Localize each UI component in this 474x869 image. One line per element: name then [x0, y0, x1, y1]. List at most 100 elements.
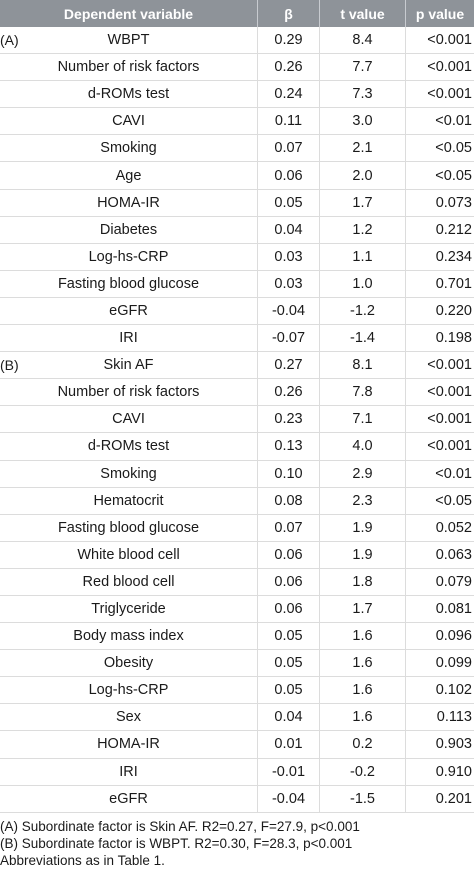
cell-t-value: 1.6: [320, 623, 406, 650]
cell-p-value: 0.701: [435, 275, 472, 292]
cell-t-value: 2.1: [320, 135, 406, 162]
variable-name: Skin AF: [103, 357, 154, 374]
cell-p-value: <0.001: [427, 86, 472, 103]
cell-p-value: 0.212: [435, 221, 472, 238]
group-label: (A): [0, 32, 19, 49]
cell-beta: 0.06: [258, 162, 320, 189]
table-footnotes: (A) Subordinate factor is Skin AF. R2=0.…: [0, 818, 474, 869]
variable-name: Triglyceride: [91, 601, 166, 618]
table-header: Dependent variable β t value p value: [0, 0, 474, 27]
cell-variable: Smoking: [0, 135, 258, 162]
cell-p-value: 0.052: [435, 519, 472, 536]
cell-p-value: <0.001: [427, 357, 472, 374]
cell-beta: 0.23: [258, 406, 320, 433]
cell-variable: Fasting blood glucose: [0, 514, 258, 541]
cell-beta: 0.05: [258, 650, 320, 677]
table-row: CAVI 0.23 7.1 <0.001: [0, 406, 474, 434]
cell-p-value: 0.063: [435, 546, 472, 563]
group-label: (B): [0, 357, 19, 374]
header-dependent-variable: Dependent variable: [0, 0, 258, 27]
cell-p-value: 0.903: [435, 736, 472, 753]
variable-name: Log-hs-CRP: [88, 248, 169, 265]
cell-beta: 0.05: [258, 623, 320, 650]
cell-beta: -0.01: [258, 758, 320, 785]
variable-name: Fasting blood glucose: [57, 275, 200, 292]
cell-p-value: <0.001: [427, 411, 472, 428]
cell-p-value: 0.198: [435, 330, 472, 347]
cell-beta: -0.04: [258, 785, 320, 812]
cell-beta: 0.26: [258, 54, 320, 81]
cell-p-value: <0.01: [435, 465, 472, 482]
table-row: d-ROMs test 0.24 7.3 <0.001: [0, 81, 474, 109]
variable-name: Obesity: [103, 655, 154, 672]
cell-beta: 0.08: [258, 487, 320, 514]
regression-table: Dependent variable β t value p value (A)…: [0, 0, 474, 813]
table-row: HOMA-IR 0.01 0.2 0.903: [0, 731, 474, 759]
table-row: Obesity 0.05 1.6 0.099: [0, 650, 474, 678]
variable-name: Age: [115, 167, 142, 184]
cell-t-value: -1.5: [320, 785, 406, 812]
table-row: d-ROMs test 0.13 4.0 <0.001: [0, 433, 474, 461]
cell-variable: Hematocrit: [0, 487, 258, 514]
cell-t-value: 1.0: [320, 270, 406, 297]
cell-t-value: -0.2: [320, 758, 406, 785]
cell-t-value: 8.1: [320, 352, 406, 379]
cell-variable: Log-hs-CRP: [0, 243, 258, 270]
variable-name: IRI: [119, 763, 138, 780]
cell-p-value: 0.073: [435, 194, 472, 211]
cell-t-value: -1.4: [320, 325, 406, 352]
cell-t-value: 7.1: [320, 406, 406, 433]
cell-t-value: 7.7: [320, 54, 406, 81]
cell-t-value: 1.9: [320, 514, 406, 541]
cell-beta: 0.07: [258, 514, 320, 541]
cell-variable: Age: [0, 162, 258, 189]
variable-name: Diabetes: [99, 221, 158, 238]
cell-variable: Triglyceride: [0, 595, 258, 623]
table-row: Number of risk factors 0.26 7.7 <0.001: [0, 54, 474, 82]
cell-variable: (B) Skin AF: [0, 352, 258, 379]
table-row: Hematocrit 0.08 2.3 <0.05: [0, 487, 474, 515]
cell-t-value: 2.0: [320, 162, 406, 189]
cell-beta: 0.06: [258, 541, 320, 568]
cell-beta: -0.07: [258, 325, 320, 352]
table-row: White blood cell 0.06 1.9 0.063: [0, 541, 474, 569]
cell-p-value: 0.102: [435, 682, 472, 699]
cell-t-value: 1.9: [320, 541, 406, 568]
table-row: Body mass index 0.05 1.6 0.096: [0, 623, 474, 651]
variable-name: Fasting blood glucose: [57, 519, 200, 536]
table-row: Smoking 0.10 2.9 <0.01: [0, 460, 474, 488]
cell-variable: Diabetes: [0, 216, 258, 243]
cell-variable: CAVI: [0, 108, 258, 135]
variable-name: eGFR: [109, 790, 148, 807]
footnote-abbreviations: Abbreviations as in Table 1.: [0, 853, 165, 868]
cell-p-value: 0.099: [435, 655, 472, 672]
table-row: eGFR -0.04 -1.2 0.220: [0, 297, 474, 326]
variable-name: White blood cell: [77, 546, 180, 563]
cell-t-value: 0.2: [320, 731, 406, 758]
cell-beta: 0.03: [258, 270, 320, 297]
cell-variable: IRI: [0, 758, 258, 785]
variable-name: Number of risk factors: [57, 384, 200, 401]
table-row: Fasting blood glucose 0.03 1.0 0.701: [0, 270, 474, 298]
cell-beta: 0.29: [258, 27, 320, 54]
variable-name: CAVI: [112, 411, 145, 428]
cell-variable: IRI: [0, 325, 258, 352]
cell-p-value: <0.001: [427, 438, 472, 455]
table-row: Triglyceride 0.06 1.7 0.081: [0, 595, 474, 624]
table-row: Log-hs-CRP 0.05 1.6 0.102: [0, 677, 474, 705]
cell-beta: 0.03: [258, 243, 320, 270]
cell-t-value: 7.3: [320, 81, 406, 108]
cell-beta: 0.06: [258, 595, 320, 623]
table-row: (B) Skin AF 0.27 8.1 <0.001: [0, 352, 474, 380]
variable-name: HOMA-IR: [97, 194, 160, 211]
cell-variable: Number of risk factors: [0, 54, 258, 81]
cell-beta: 0.01: [258, 731, 320, 758]
cell-beta: 0.26: [258, 379, 320, 406]
cell-t-value: 1.6: [320, 677, 406, 704]
table-body: (A) WBPT 0.29 8.4 <0.001 Number of risk facto…: [0, 27, 474, 813]
variable-name: Number of risk factors: [57, 59, 200, 76]
cell-variable: eGFR: [0, 785, 258, 812]
cell-t-value: 1.6: [320, 704, 406, 731]
cell-variable: Fasting blood glucose: [0, 270, 258, 297]
table-row: Smoking 0.07 2.1 <0.05: [0, 135, 474, 163]
